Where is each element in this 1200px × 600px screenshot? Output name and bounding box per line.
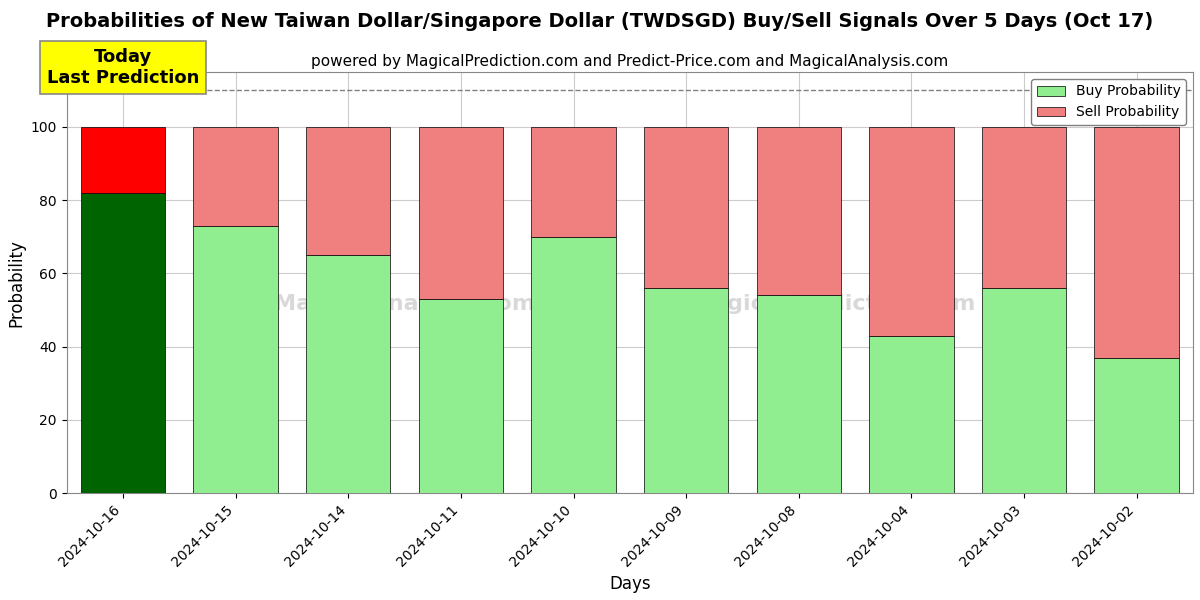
Bar [869, 127, 954, 336]
Bar [869, 336, 954, 493]
Title: powered by MagicalPrediction.com and Predict-Price.com and MagicalAnalysis.com: powered by MagicalPrediction.com and Pre… [311, 55, 948, 70]
Bar [756, 295, 841, 493]
Bar [1094, 127, 1178, 358]
Bar [306, 255, 390, 493]
Text: Probabilities of New Taiwan Dollar/Singapore Dollar (TWDSGD) Buy/Sell Signals Ov: Probabilities of New Taiwan Dollar/Singa… [47, 12, 1153, 31]
Bar [982, 288, 1067, 493]
Text: Today
Last Prediction: Today Last Prediction [47, 48, 199, 86]
Bar [419, 299, 503, 493]
Bar [1094, 358, 1178, 493]
Bar [532, 127, 616, 237]
Bar [80, 127, 166, 193]
Bar [193, 226, 278, 493]
Legend: Buy Probability, Sell Probability: Buy Probability, Sell Probability [1031, 79, 1186, 125]
Bar [644, 288, 728, 493]
Text: MagicalAnalysis.com: MagicalAnalysis.com [274, 293, 535, 314]
Y-axis label: Probability: Probability [7, 239, 25, 326]
Bar [306, 127, 390, 255]
Bar [419, 127, 503, 299]
X-axis label: Days: Days [610, 575, 650, 593]
Text: MagicalPrediction.com: MagicalPrediction.com [690, 293, 976, 314]
Bar [982, 127, 1067, 288]
Bar [644, 127, 728, 288]
Bar [532, 237, 616, 493]
Bar [193, 127, 278, 226]
Bar [756, 127, 841, 295]
Bar [80, 193, 166, 493]
